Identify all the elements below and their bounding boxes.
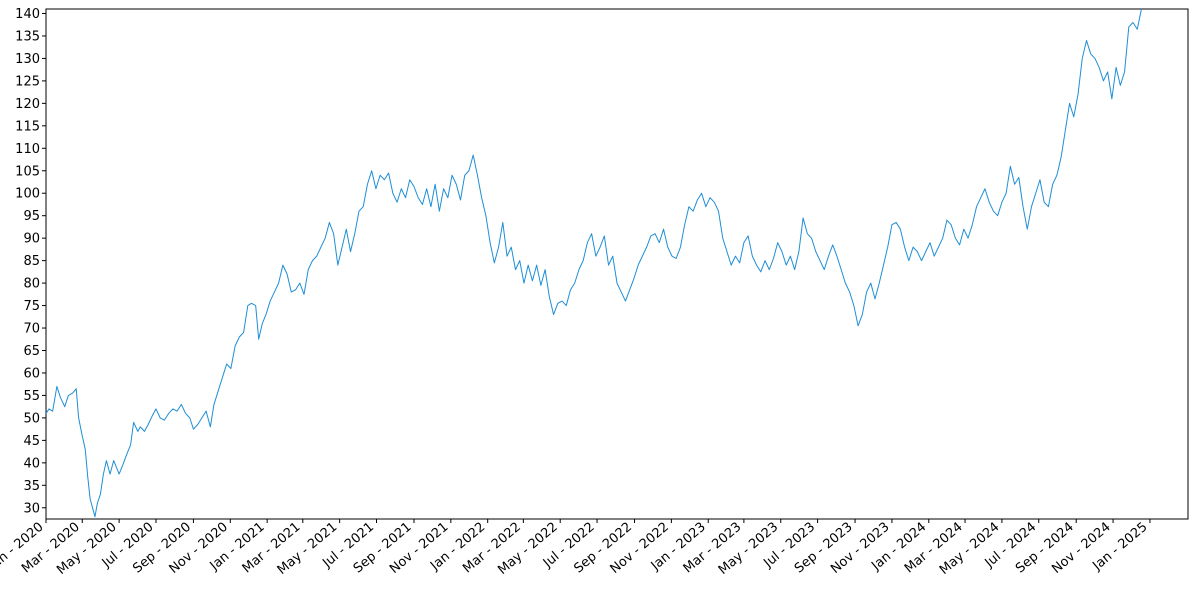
- y-tick-label: 105: [15, 164, 40, 179]
- series-layer: [45, 8, 1142, 518]
- y-tick-label: 140: [15, 7, 40, 22]
- y-tick-label: 130: [15, 52, 40, 67]
- y-tick-label: 40: [23, 456, 40, 471]
- y-tick-label: 85: [23, 254, 40, 269]
- y-tick-label: 70: [23, 322, 40, 337]
- y-axis: 30 35 40 45 50 55 60 65 70 75 80 85 90 95 100 105 110 115…: [15, 7, 46, 516]
- y-tick-label: 65: [23, 344, 40, 359]
- y-tick-label: 90: [23, 232, 40, 247]
- y-tick-label: 55: [23, 389, 40, 404]
- series-line: [45, 8, 1142, 518]
- y-tick-label: 120: [15, 97, 40, 112]
- y-tick-label: 75: [23, 299, 40, 314]
- y-tick-label: 60: [23, 366, 40, 381]
- plot-frame: [45, 8, 1189, 520]
- y-tick-label: 135: [15, 29, 40, 44]
- y-tick-label: 115: [15, 119, 40, 134]
- y-tick-label: 125: [15, 74, 40, 89]
- y-tick-label: 110: [15, 142, 40, 157]
- y-tick-label: 80: [23, 277, 40, 292]
- y-tick-label: 50: [23, 411, 40, 426]
- y-tick-label: 35: [23, 479, 40, 494]
- y-tick-label: 95: [23, 209, 40, 224]
- y-tick-label: 100: [15, 187, 40, 202]
- y-tick-label: 45: [23, 434, 40, 449]
- y-tick-label: 30: [23, 501, 40, 516]
